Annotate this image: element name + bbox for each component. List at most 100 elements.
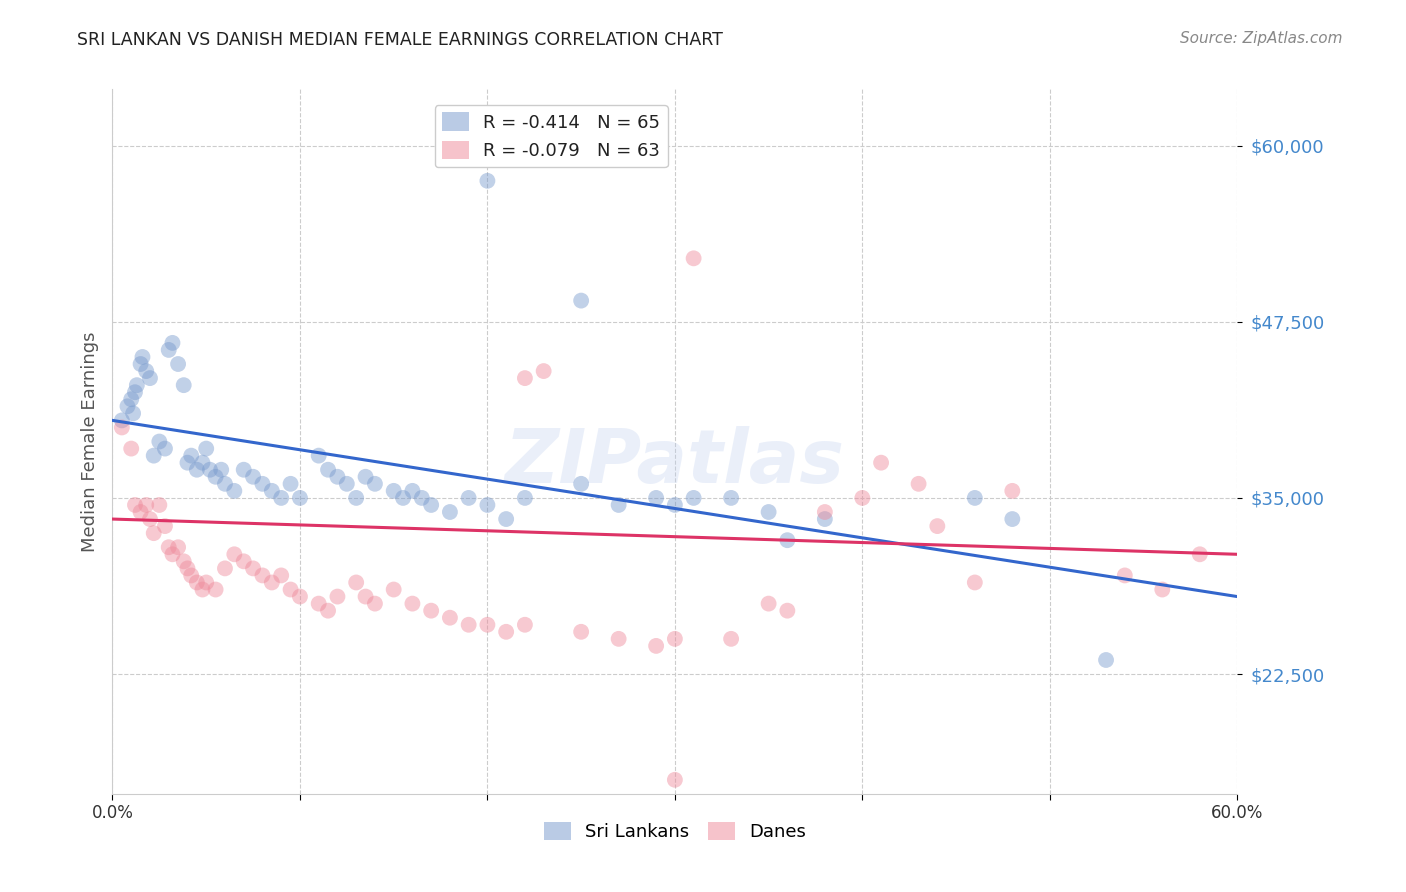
Point bbox=[664, 498, 686, 512]
Point bbox=[162, 335, 184, 350]
Point bbox=[191, 582, 214, 597]
Point bbox=[720, 491, 742, 505]
Point bbox=[124, 385, 146, 400]
Point bbox=[153, 519, 176, 533]
Point bbox=[162, 547, 184, 561]
Point bbox=[814, 512, 837, 526]
Point bbox=[354, 590, 377, 604]
Point bbox=[569, 476, 592, 491]
Point bbox=[252, 568, 274, 582]
Point bbox=[316, 463, 339, 477]
Point bbox=[280, 476, 302, 491]
Point bbox=[720, 632, 742, 646]
Point bbox=[173, 378, 195, 392]
Point bbox=[664, 772, 686, 787]
Point bbox=[308, 597, 330, 611]
Point bbox=[111, 413, 134, 427]
Point bbox=[513, 371, 536, 385]
Point bbox=[1188, 547, 1211, 561]
Point bbox=[645, 491, 668, 505]
Point bbox=[344, 575, 367, 590]
Point bbox=[232, 554, 254, 568]
Point bbox=[270, 568, 292, 582]
Point bbox=[186, 463, 208, 477]
Point bbox=[157, 343, 180, 357]
Point bbox=[382, 582, 405, 597]
Point bbox=[682, 491, 704, 505]
Point bbox=[420, 604, 443, 618]
Point bbox=[569, 293, 592, 308]
Point bbox=[180, 449, 202, 463]
Point bbox=[270, 491, 292, 505]
Point bbox=[645, 639, 668, 653]
Point bbox=[120, 442, 142, 456]
Point bbox=[344, 491, 367, 505]
Point bbox=[495, 624, 517, 639]
Point bbox=[122, 406, 145, 420]
Point bbox=[411, 491, 433, 505]
Point bbox=[477, 498, 499, 512]
Point bbox=[125, 378, 148, 392]
Point bbox=[260, 483, 283, 498]
Point bbox=[129, 357, 152, 371]
Point bbox=[195, 442, 218, 456]
Point bbox=[186, 575, 208, 590]
Point bbox=[420, 498, 443, 512]
Point bbox=[851, 491, 873, 505]
Point bbox=[195, 575, 218, 590]
Point bbox=[173, 554, 195, 568]
Point bbox=[1152, 582, 1174, 597]
Point bbox=[814, 505, 837, 519]
Point bbox=[167, 357, 190, 371]
Point bbox=[308, 449, 330, 463]
Point bbox=[963, 491, 986, 505]
Y-axis label: Median Female Earnings: Median Female Earnings bbox=[80, 331, 98, 552]
Point bbox=[533, 364, 555, 378]
Point bbox=[191, 456, 214, 470]
Point bbox=[1001, 512, 1024, 526]
Point bbox=[457, 491, 479, 505]
Point bbox=[758, 597, 780, 611]
Point bbox=[664, 632, 686, 646]
Point bbox=[288, 590, 311, 604]
Point bbox=[214, 561, 236, 575]
Point bbox=[316, 604, 339, 618]
Point bbox=[364, 597, 387, 611]
Point bbox=[180, 568, 202, 582]
Point bbox=[513, 491, 536, 505]
Point bbox=[439, 505, 461, 519]
Point bbox=[167, 540, 190, 554]
Point bbox=[364, 476, 387, 491]
Point bbox=[142, 526, 165, 541]
Point bbox=[354, 469, 377, 483]
Point bbox=[682, 252, 704, 266]
Point bbox=[117, 399, 139, 413]
Point bbox=[513, 617, 536, 632]
Point bbox=[242, 469, 264, 483]
Point bbox=[288, 491, 311, 505]
Point bbox=[401, 597, 423, 611]
Point bbox=[135, 364, 157, 378]
Point bbox=[1001, 483, 1024, 498]
Point bbox=[382, 483, 405, 498]
Point bbox=[124, 498, 146, 512]
Point bbox=[607, 632, 630, 646]
Point bbox=[336, 476, 359, 491]
Point bbox=[224, 547, 246, 561]
Point bbox=[326, 469, 349, 483]
Point bbox=[326, 590, 349, 604]
Text: ZIPatlas: ZIPatlas bbox=[505, 426, 845, 500]
Point bbox=[176, 456, 198, 470]
Point bbox=[776, 604, 799, 618]
Point bbox=[1114, 568, 1136, 582]
Point bbox=[401, 483, 423, 498]
Point bbox=[224, 483, 246, 498]
Point bbox=[252, 476, 274, 491]
Point bbox=[232, 463, 254, 477]
Text: Source: ZipAtlas.com: Source: ZipAtlas.com bbox=[1180, 31, 1343, 46]
Point bbox=[148, 434, 170, 449]
Point bbox=[776, 533, 799, 548]
Point bbox=[176, 561, 198, 575]
Point bbox=[963, 575, 986, 590]
Point bbox=[477, 174, 499, 188]
